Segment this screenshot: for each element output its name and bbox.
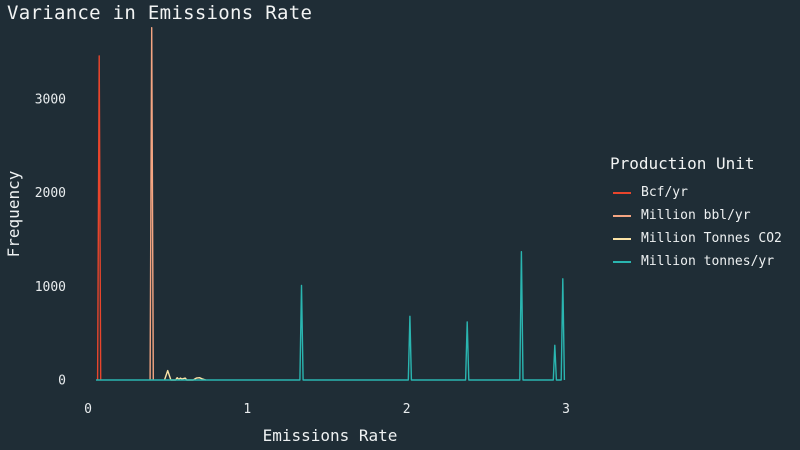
legend-swatch-million-tonnes-co2	[613, 237, 631, 240]
legend: Production Unit Bcf/yr Million bbl/yr Mi…	[610, 154, 796, 273]
legend-label-million-tonnes-yr: Million tonnes/yr	[641, 254, 775, 269]
legend-label-million-bbl-yr: Million bbl/yr	[641, 208, 751, 223]
legend-item-million-bbl-yr: Million bbl/yr	[610, 204, 796, 227]
legend-item-million-tonnes-co2: Million Tonnes CO2	[610, 227, 796, 250]
y-tick-label: 1000	[35, 280, 66, 295]
legend-swatch-million-tonnes-yr	[613, 260, 631, 263]
y-tick-label: 3000	[35, 92, 66, 107]
y-axis-label: Frequency	[4, 170, 23, 257]
x-tick-label: 2	[403, 402, 411, 417]
series-line-million-tonnes-co2	[163, 369, 207, 381]
tick-layer: 0 1 2 3 0 1000 2000 3000	[35, 92, 570, 417]
legend-title: Production Unit	[610, 154, 755, 173]
x-axis-label: Emissions Rate	[263, 426, 398, 445]
series-layer	[96, 27, 566, 381]
x-tick-label: 0	[84, 402, 92, 417]
series-line-million-bbl-yr	[149, 27, 154, 381]
x-tick-label: 3	[562, 402, 570, 417]
legend-swatch-million-bbl-yr	[613, 214, 631, 217]
chart-title: Variance in Emissions Rate	[7, 2, 313, 24]
x-tick-label: 1	[243, 402, 251, 417]
legend-item-bcf-yr: Bcf/yr	[610, 181, 796, 204]
legend-item-million-tonnes-yr: Million tonnes/yr	[610, 250, 796, 273]
legend-label-bcf-yr: Bcf/yr	[641, 185, 688, 200]
series-line-million-tonnes-yr	[96, 250, 566, 381]
legend-label-million-tonnes-co2: Million Tonnes CO2	[641, 231, 782, 246]
y-tick-label: 2000	[35, 186, 66, 201]
legend-swatch-bcf-yr	[613, 191, 631, 194]
series-line-bcf-yr	[96, 55, 102, 381]
y-tick-label: 0	[58, 374, 66, 389]
